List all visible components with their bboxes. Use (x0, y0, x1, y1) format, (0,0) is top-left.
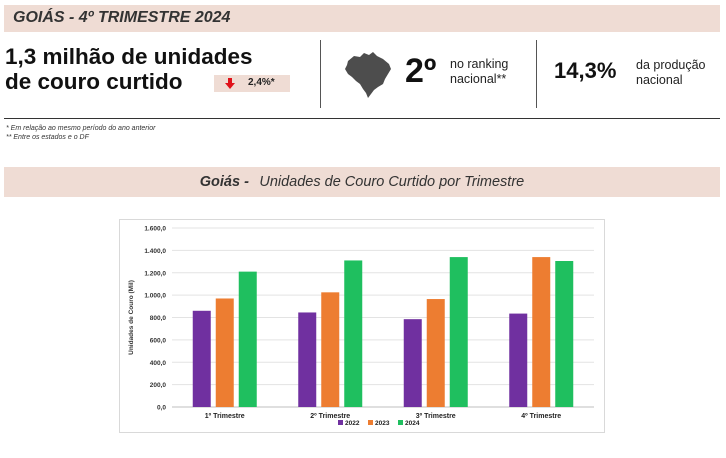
bar-2023-4 (532, 257, 551, 407)
legend-label-2022: 2022 (345, 420, 360, 427)
page-title: GOIÁS - 4º TRIMESTRE 2024 (13, 9, 231, 26)
y-tick-label: 1.600,0 (144, 226, 166, 233)
bar-2023-1 (215, 298, 234, 407)
chart-title-prefix: Goiás - (199, 174, 249, 190)
chart-title: Unidades de Couro Curtido por Trimestre (259, 174, 525, 190)
bar-2022-4 (509, 313, 528, 407)
share-label: da produção nacional (636, 58, 706, 88)
page-title-bar: GOIÁS - 4º TRIMESTRE 2024 (4, 5, 720, 32)
legend-swatch-2023 (368, 420, 373, 425)
legend-label-2024: 2024 (405, 420, 420, 427)
x-tick-label: 2º Trimestre (310, 413, 350, 420)
y-tick-label: 200,0 (150, 382, 167, 389)
y-tick-label: 0,0 (157, 405, 166, 412)
headline: 1,3 milhão de unidades de couro curtido (5, 44, 305, 94)
bar-2024-2 (344, 260, 363, 407)
section-divider (4, 118, 720, 119)
y-axis-label: Unidades de Couro (Mil) (128, 280, 135, 355)
rank-label-line-1: no ranking (450, 57, 509, 71)
share-label-line-1: da produção (636, 58, 706, 72)
legend-swatch-2024 (398, 420, 403, 425)
arrow-down-icon (225, 78, 235, 89)
divider-1 (320, 40, 321, 108)
change-value: 2,4%* (248, 77, 275, 88)
x-tick-label: 3º Trimestre (416, 413, 456, 420)
rank-value: 2º (405, 52, 437, 90)
brazil-map-icon (345, 52, 391, 98)
share-label-line-2: nacional (636, 73, 683, 87)
bar-2024-3 (449, 257, 468, 407)
y-tick-label: 1.000,0 (144, 293, 166, 300)
footnote-2: ** Entre os estados e o DF (6, 134, 89, 141)
bar-2023-2 (321, 292, 340, 407)
headline-line-1: 1,3 milhão de unidades (5, 44, 253, 69)
chart-container: 0,0 200,0 400,0 600,0 800,0 1.000,0 1.200,0 1.4… (119, 219, 605, 433)
rank-label: no ranking nacional** (450, 57, 508, 87)
bar-2024-4 (555, 261, 574, 407)
x-tick-label: 4º Trimestre (521, 413, 561, 420)
bar-2024-1 (238, 271, 257, 407)
rank-label-line-2: nacional** (450, 72, 507, 86)
bar-2022-1 (192, 310, 211, 407)
chart-title-bar: Goiás - Unidades de Couro Curtido por Tr… (4, 167, 720, 197)
legend-swatch-2022 (338, 420, 343, 425)
bar-2022-3 (403, 319, 422, 407)
change-badge: 2,4%* (214, 75, 290, 92)
footnote-1: * Em relação ao mesmo período do ano ant… (6, 125, 156, 132)
divider-2 (536, 40, 537, 108)
bar-2022-2 (298, 312, 317, 407)
headline-line-2: de couro curtido (5, 69, 183, 94)
y-tick-label: 800,0 (150, 315, 167, 322)
y-tick-label: 400,0 (150, 360, 167, 367)
y-tick-label: 600,0 (150, 337, 167, 344)
y-tick-label: 1.400,0 (144, 248, 166, 255)
y-tick-label: 1.200,0 (144, 270, 166, 277)
bar-chart: 0,0 200,0 400,0 600,0 800,0 1.000,0 1.200,0 1.4… (128, 226, 594, 427)
legend-label-2023: 2023 (375, 420, 390, 427)
bar-2023-3 (426, 299, 445, 407)
x-tick-label: 1º Trimestre (205, 413, 245, 420)
share-value: 14,3% (554, 58, 617, 83)
